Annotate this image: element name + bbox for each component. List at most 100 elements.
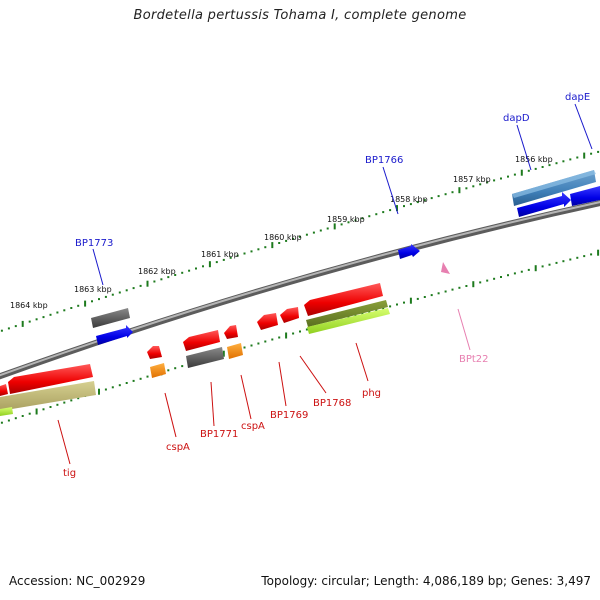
minor-tick <box>493 277 496 280</box>
rna-BPt22-feature[interactable] <box>441 262 450 274</box>
scale-label-1864: 1864 kbp <box>10 301 48 310</box>
minor-tick <box>396 303 398 306</box>
major-tick <box>458 187 461 194</box>
minor-tick <box>555 261 558 264</box>
minor-tick <box>430 294 433 297</box>
gene-label-phg[interactable]: phg <box>362 388 381 399</box>
gene-dapD-feature[interactable] <box>512 170 596 206</box>
gene-BP1768-arrow[interactable] <box>280 307 299 323</box>
minor-tick <box>361 313 364 315</box>
minor-tick <box>375 213 378 216</box>
scale-label-1858: 1858 kbp <box>390 195 428 204</box>
major-tick <box>333 223 336 230</box>
minor-tick <box>118 291 121 294</box>
gene-cspA-arrow-1[interactable] <box>224 325 238 339</box>
minor-tick <box>527 169 530 172</box>
gene-BP1766-arrow[interactable] <box>398 244 420 259</box>
minor-tick <box>70 399 73 402</box>
minor-tick <box>7 327 10 330</box>
minor-tick <box>285 239 288 242</box>
minor-tick <box>493 179 496 182</box>
minor-tick <box>590 253 593 256</box>
minor-tick <box>195 267 197 270</box>
minor-tick <box>423 199 426 202</box>
minor-tick <box>451 288 454 291</box>
minor-tick <box>167 369 170 372</box>
minor-tick <box>486 181 489 184</box>
gene-tig-khaki[interactable] <box>0 381 96 411</box>
minor-tick <box>513 173 516 176</box>
minor-tick <box>104 388 107 391</box>
gene-BP1773-gray[interactable] <box>91 308 130 328</box>
minor-tick <box>562 160 565 163</box>
minor-tick <box>91 300 93 303</box>
minor-tick <box>28 412 31 415</box>
minor-tick <box>340 223 343 226</box>
gene-label-cspA-2[interactable]: cspA <box>166 442 190 453</box>
minor-tick <box>437 195 440 198</box>
major-tick <box>35 408 38 415</box>
minor-tick <box>569 258 572 261</box>
gene-BP1771-arrow[interactable] <box>183 330 220 351</box>
gene-label-BP1768[interactable]: BP1768 <box>313 398 351 409</box>
minor-tick <box>513 272 516 275</box>
gene-label-dapE[interactable]: dapE <box>565 92 590 103</box>
minor-tick <box>368 311 371 314</box>
minor-tick <box>375 309 378 312</box>
minor-tick <box>326 227 329 230</box>
scale-label-1860: 1860 kbp <box>264 233 302 242</box>
minor-tick <box>500 177 502 180</box>
minor-tick <box>576 256 579 259</box>
minor-tick <box>465 285 468 287</box>
minor-tick <box>507 175 509 178</box>
gene-BP1771-gray[interactable] <box>186 347 224 368</box>
gene-label-tig[interactable]: tig <box>63 468 76 479</box>
minor-tick <box>562 260 565 263</box>
minor-tick <box>264 246 267 249</box>
minor-tick <box>250 344 253 347</box>
genome-backbone-highlight <box>0 201 600 377</box>
minor-tick <box>292 237 295 240</box>
minor-tick <box>35 318 38 321</box>
minor-tick <box>271 338 274 341</box>
gene-label-cspA-1[interactable]: cspA <box>241 421 265 432</box>
gene-label-dapD[interactable]: dapD <box>503 113 530 124</box>
gene-label-BP1769[interactable]: BP1769 <box>270 410 308 421</box>
gene-dapE-arrow[interactable] <box>570 186 600 206</box>
gene-label-BPt22[interactable]: BPt22 <box>459 354 489 365</box>
minor-tick <box>63 401 66 404</box>
gene-label-BP1771[interactable]: BP1771 <box>200 429 238 440</box>
gene-tig-arrow[interactable] <box>8 364 93 394</box>
gene-dapD-arrow[interactable] <box>517 192 571 217</box>
minor-tick <box>181 271 184 274</box>
gene-tig-edge-arrow[interactable] <box>0 384 8 396</box>
minor-tick <box>139 284 142 287</box>
major-tick <box>597 249 600 256</box>
minor-tick <box>444 193 447 196</box>
minor-tick <box>319 229 322 232</box>
minor-tick <box>389 305 392 308</box>
minor-tick <box>534 167 537 170</box>
minor-tick <box>437 292 440 295</box>
gene-label-BP1766[interactable]: BP1766 <box>365 155 403 166</box>
major-tick <box>409 297 412 304</box>
minor-tick <box>28 320 31 323</box>
minor-tick <box>132 379 135 382</box>
gene-cspA-arrow-2[interactable] <box>147 346 162 359</box>
major-tick <box>285 332 288 339</box>
gene-cspA-orange-1[interactable] <box>227 343 243 359</box>
minor-tick <box>188 269 191 272</box>
major-tick <box>146 280 149 287</box>
gene-BP1773-arrow[interactable] <box>96 325 133 345</box>
minor-tick <box>243 346 246 349</box>
minor-tick <box>125 382 128 384</box>
gene-phg-feature[interactable] <box>304 283 390 334</box>
gene-tig-lime[interactable] <box>0 407 13 416</box>
gene-cspA-orange-2[interactable] <box>150 363 166 378</box>
minor-tick <box>77 397 80 400</box>
leader-lines <box>57 103 593 465</box>
minor-tick <box>486 279 489 282</box>
minor-tick <box>160 278 163 281</box>
gene-BP1769-arrow[interactable] <box>257 313 278 330</box>
gene-label-BP1773[interactable]: BP1773 <box>75 238 113 249</box>
